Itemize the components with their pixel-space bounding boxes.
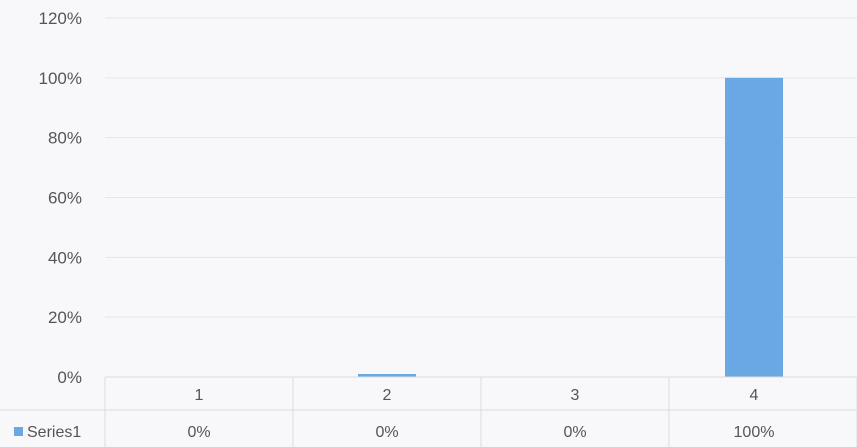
y-tick-label: 120%: [39, 9, 82, 28]
y-tick-label: 0%: [57, 368, 82, 387]
legend-swatch: [14, 427, 23, 436]
y-tick-label: 80%: [48, 129, 82, 148]
y-tick-label: 100%: [39, 69, 82, 88]
data-table: 1 0% 2 0% 3 0% 4 100% Series1: [0, 376, 857, 447]
bar: [358, 374, 416, 377]
y-tick-label: 60%: [48, 189, 82, 208]
value-label: 0%: [563, 424, 586, 441]
value-label: 100%: [734, 424, 775, 441]
category-label: 1: [195, 387, 204, 404]
value-label: 0%: [375, 424, 398, 441]
value-label: 0%: [187, 424, 210, 441]
y-axis-tick-labels: 0% 20% 40% 60% 80% 100% 120%: [39, 9, 82, 387]
bars: [358, 77, 783, 377]
category-label: 4: [750, 387, 759, 404]
y-tick-label: 40%: [48, 248, 82, 267]
legend-series-name: Series1: [27, 424, 81, 441]
y-tick-label: 20%: [48, 308, 82, 327]
bar: [725, 77, 783, 377]
category-label: 3: [571, 387, 580, 404]
gridlines: [105, 17, 857, 378]
category-label: 2: [383, 387, 392, 404]
